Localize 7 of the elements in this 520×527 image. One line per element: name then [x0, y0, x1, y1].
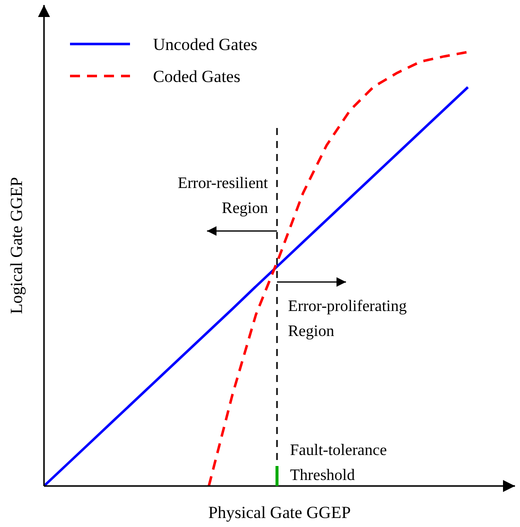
- annotation: Error-proliferating Region: [288, 298, 407, 340]
- annotation: Fault-tolerance Threshold: [290, 442, 387, 484]
- y-axis-title: Logical Gate GGEP: [7, 177, 26, 314]
- x-axis-title: Physical Gate GGEP: [208, 503, 351, 522]
- legend-label: Coded Gates: [153, 67, 240, 86]
- legend-label: Uncoded Gates: [153, 35, 258, 54]
- annotation: Error-resilient Region: [178, 175, 269, 217]
